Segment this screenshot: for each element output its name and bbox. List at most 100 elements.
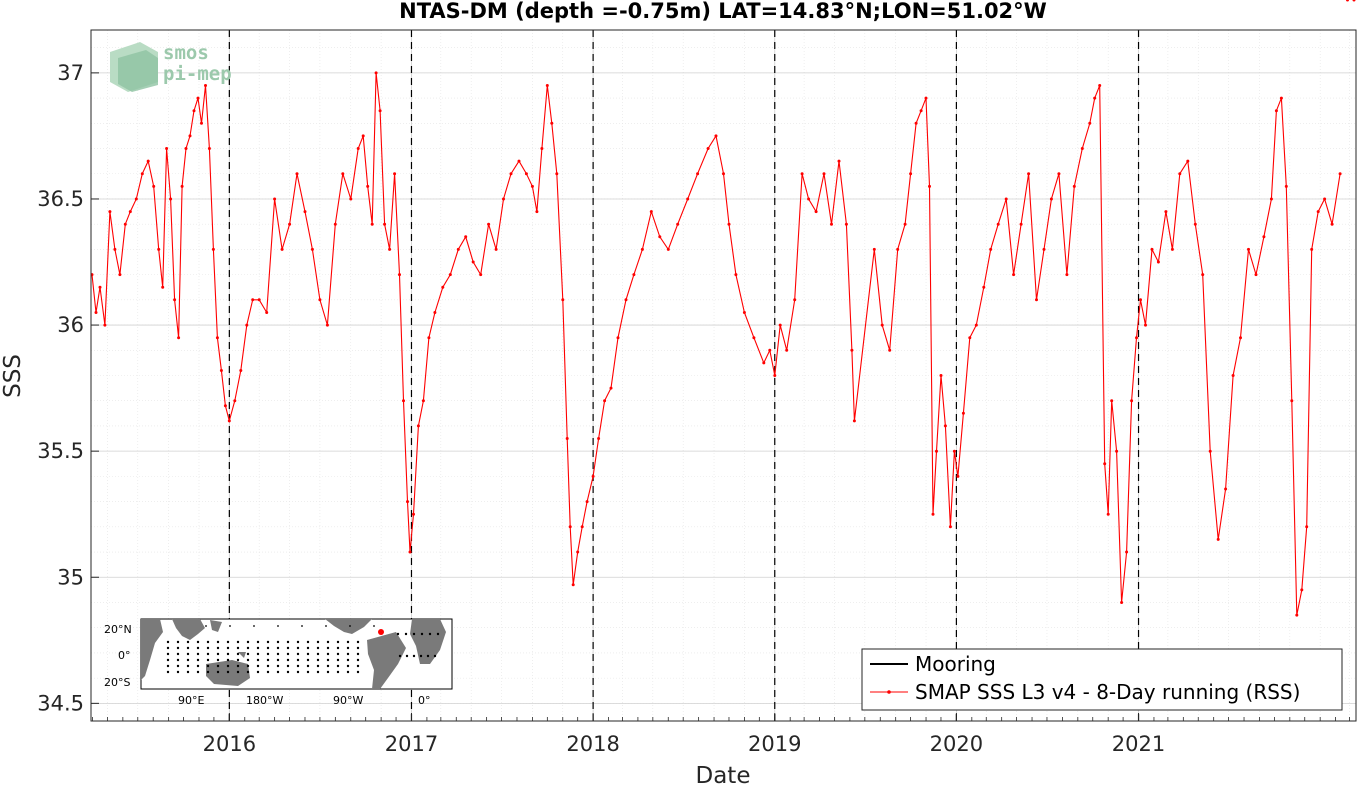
map-station-dot: [428, 632, 432, 636]
series-point-smap: [837, 159, 841, 163]
series-point-smap: [471, 260, 475, 264]
map-station-dot: [253, 625, 255, 627]
map-station-dot: [296, 652, 300, 656]
series-point-smap: [768, 348, 772, 352]
map-station-dot: [186, 646, 190, 650]
series-point-smap: [1012, 273, 1016, 277]
map-station-dot: [286, 640, 290, 644]
series-point-smap: [128, 210, 132, 214]
map-station-dot: [398, 654, 402, 658]
series-point-smap: [948, 525, 952, 529]
map-station-dot: [206, 670, 210, 674]
series-point-smap: [968, 336, 972, 340]
map-station-dot: [336, 646, 340, 650]
map-station-dot: [286, 652, 290, 656]
map-station-dot: [246, 646, 250, 650]
series-point-smap: [1057, 172, 1061, 176]
logo-shape-inner: [118, 50, 158, 92]
map-station-dot: [276, 640, 280, 644]
series-point-smap: [822, 172, 826, 176]
map-station-dot: [296, 670, 300, 674]
logo-line-2: pi-mep: [163, 63, 232, 85]
series-point-smap: [1274, 109, 1278, 113]
map-station-dot: [346, 658, 350, 662]
series-point-smap: [1330, 222, 1334, 226]
series-point-smap: [1110, 399, 1114, 403]
land-southeast-asia: [210, 620, 222, 632]
map-station-dot: [196, 670, 200, 674]
series-point-smap: [165, 147, 169, 150]
map-station-dot: [206, 640, 210, 644]
series-point-smap: [996, 222, 1000, 226]
map-station-dot: [346, 664, 350, 668]
map-station-dot: [412, 654, 416, 658]
series-point-smap: [416, 424, 420, 428]
series-point-smap: [1310, 247, 1314, 251]
series-point-smap: [239, 369, 243, 372]
series-point-smap: [952, 449, 956, 453]
series-point-smap: [616, 336, 620, 340]
series-point-smap: [288, 222, 292, 226]
series-point-smap: [1115, 449, 1119, 453]
series-point-smap: [961, 411, 965, 415]
map-station-dot: [296, 664, 300, 668]
series-point-smap: [388, 247, 392, 251]
map-station-dot: [346, 646, 350, 650]
series-point-smap: [903, 222, 907, 226]
series-point-smap: [1150, 247, 1154, 251]
y-tick-label: 35.5: [37, 439, 84, 463]
map-lon-label-90w: 90°W: [333, 694, 363, 707]
map-station-dot: [166, 670, 170, 674]
series-point-smap: [1201, 273, 1205, 277]
series-point-smap: [714, 134, 718, 138]
series-point-smap: [517, 159, 521, 163]
map-station-dot: [176, 670, 180, 674]
series-point-smap: [956, 474, 960, 478]
series-point-smap: [103, 323, 107, 327]
series-point-smap: [565, 437, 569, 440]
map-station-dot: [276, 664, 280, 668]
series-point-smap: [273, 197, 277, 201]
series-point-smap: [1178, 172, 1182, 176]
map-station-dot: [166, 646, 170, 650]
y-tick-label: 34.5: [37, 691, 84, 715]
series-point-smap: [773, 374, 777, 377]
series-point-smap: [200, 121, 203, 125]
series-point-smap: [378, 109, 382, 113]
map-station-dot: [316, 640, 320, 644]
map-station-dot: [246, 640, 250, 644]
series-point-smap: [161, 285, 165, 289]
series-point-smap: [219, 369, 223, 372]
map-station-dot: [205, 625, 207, 627]
map-station-dot: [246, 652, 250, 656]
map-station-dot: [266, 658, 270, 662]
map-lat-label-20s: 20°S: [104, 676, 130, 689]
series-point-smap: [1139, 298, 1142, 302]
series-point-smap: [1106, 512, 1110, 516]
series-point-smap: [742, 311, 746, 314]
series-point-smap: [919, 109, 923, 113]
map-station-dot: [266, 652, 270, 656]
series-point-smap: [1156, 260, 1160, 264]
series-point-smap: [233, 399, 237, 403]
series-point-smap: [487, 222, 491, 226]
series-point-smap: [295, 172, 299, 176]
series-point-smap: [666, 247, 670, 251]
series-point-smap: [935, 449, 938, 453]
series-point-smap: [640, 247, 644, 251]
series-line-smap: [91, 72, 1341, 616]
series-point-smap: [1239, 336, 1242, 340]
series-point-smap: [1004, 197, 1008, 201]
map-station-dot: [196, 658, 200, 662]
series-point-smap: [1290, 399, 1294, 403]
series-point-smap: [184, 147, 188, 150]
series-point-smap: [540, 147, 544, 150]
series-point-smap: [502, 197, 505, 201]
map-station-dot: [176, 652, 180, 656]
map-station-dot: [420, 632, 424, 636]
map-station-dot: [326, 652, 330, 656]
series-point-smap: [727, 222, 731, 226]
series-point-smap: [509, 172, 513, 176]
map-station-dot: [176, 658, 180, 662]
series-point-smap: [398, 273, 401, 277]
